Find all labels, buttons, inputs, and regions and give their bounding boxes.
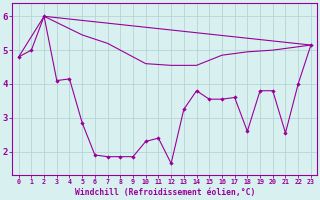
X-axis label: Windchill (Refroidissement éolien,°C): Windchill (Refroidissement éolien,°C) [75, 188, 255, 197]
